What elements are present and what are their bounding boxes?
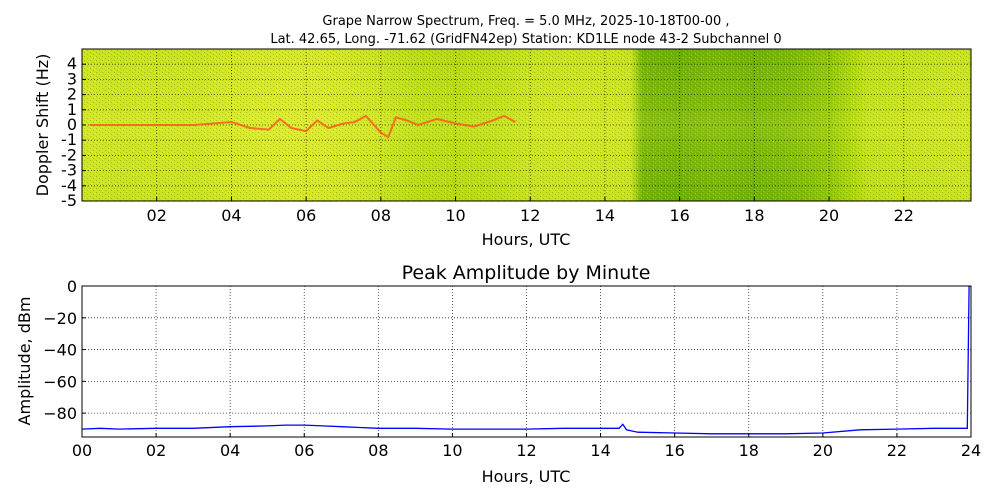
x-tick-label: 24 — [961, 441, 981, 460]
bottom-x-axis-label: Hours, UTC — [482, 467, 571, 486]
y-tick-label: -3 — [61, 161, 77, 180]
x-tick-label: 14 — [595, 206, 615, 225]
x-tick-label: 22 — [894, 206, 914, 225]
y-tick-label: −80 — [43, 404, 77, 423]
x-tick-label: 20 — [813, 441, 833, 460]
y-tick-label: 2 — [67, 85, 77, 104]
amplitude-grid — [82, 286, 971, 437]
x-tick-label: 22 — [887, 441, 907, 460]
x-tick-label: 02 — [146, 441, 166, 460]
top-y-axis-label: Doppler Shift (Hz) — [33, 54, 52, 197]
x-tick-label: 00 — [72, 441, 92, 460]
amplitude-y-ticks: 0 −20 −40 −60 −80 — [43, 277, 86, 423]
amplitude-series-line — [82, 286, 971, 435]
x-tick-label: 02 — [147, 206, 167, 225]
x-tick-label: 14 — [590, 441, 610, 460]
y-tick-label: 0 — [67, 277, 77, 296]
x-tick-label: 08 — [371, 206, 391, 225]
x-tick-label: 18 — [739, 441, 759, 460]
y-tick-label: −20 — [43, 309, 77, 328]
x-tick-label: 06 — [294, 441, 314, 460]
y-tick-label: 0 — [67, 115, 77, 134]
amplitude-plot: 00 02 04 06 08 10 12 14 16 18 20 22 24 0 −20 −40 −60 −80 — [43, 277, 981, 460]
y-tick-label: -2 — [61, 145, 77, 164]
x-tick-label: 06 — [296, 206, 316, 225]
y-tick-label: -4 — [61, 176, 77, 195]
doppler-trace — [89, 114, 516, 139]
top-x-axis-label: Hours, UTC — [482, 230, 571, 249]
y-tick-label: −60 — [43, 372, 77, 391]
y-tick-label: -1 — [61, 130, 77, 149]
top-chart-title: Grape Narrow Spectrum, Freq. = 5.0 MHz, … — [322, 14, 729, 29]
x-tick-label: 16 — [664, 441, 684, 460]
x-tick-label: 12 — [520, 206, 540, 225]
x-tick-label: 18 — [744, 206, 764, 225]
x-tick-label: 04 — [221, 206, 241, 225]
amplitude-x-ticks: 00 02 04 06 08 10 12 14 16 18 20 22 24 — [72, 433, 981, 460]
top-chart-subtitle: Lat. 42.65, Long. -71.62 (GridFN42ep) St… — [270, 32, 781, 47]
y-tick-label: 1 — [67, 100, 77, 119]
spectrogram-grid — [82, 49, 971, 201]
spectrogram-x-ticks: 02 04 06 08 10 12 14 16 18 20 22 — [147, 197, 914, 225]
bottom-chart-title: Peak Amplitude by Minute — [402, 262, 651, 284]
x-tick-label: 12 — [516, 441, 536, 460]
x-tick-label: 10 — [445, 206, 465, 225]
bottom-y-axis-label: Amplitude, dBm — [15, 297, 34, 426]
x-tick-label: 04 — [220, 441, 240, 460]
x-tick-label: 08 — [368, 441, 388, 460]
y-tick-label: −40 — [43, 341, 77, 360]
y-tick-label: 4 — [67, 54, 77, 73]
x-tick-label: 10 — [442, 441, 462, 460]
x-tick-label: 16 — [669, 206, 689, 225]
y-tick-label: -5 — [61, 191, 77, 210]
x-tick-label: 20 — [819, 206, 839, 225]
y-tick-label: 3 — [67, 69, 77, 88]
